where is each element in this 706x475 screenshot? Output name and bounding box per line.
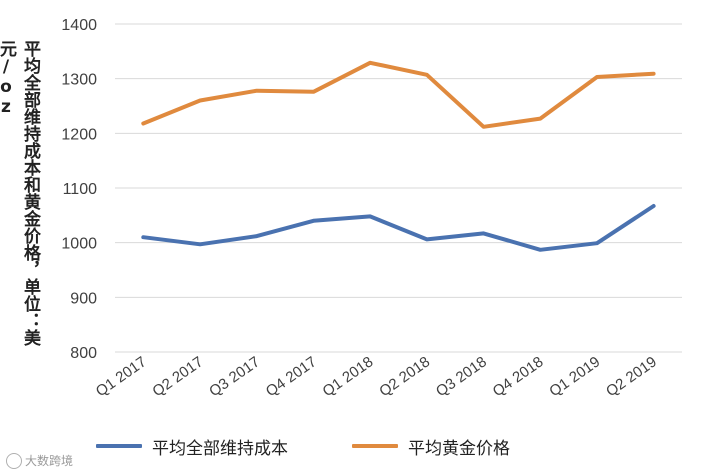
data-point-1-0 <box>141 121 145 125</box>
x-tick-0: Q1 2017 <box>93 353 150 400</box>
series-line-0 <box>141 204 656 252</box>
data-point-0-8 <box>595 241 599 245</box>
data-point-0-5 <box>425 237 429 241</box>
data-point-1-3 <box>311 90 315 94</box>
gridlines <box>115 23 682 353</box>
series-line-1 <box>141 60 656 129</box>
data-point-0-0 <box>141 235 145 239</box>
legend-label-gold-price: 平均黄金价格 <box>408 438 510 459</box>
data-point-1-5 <box>425 73 429 77</box>
y-tick-labels: 800 900 1000 1100 1200 1300 1400 <box>61 17 97 362</box>
data-point-1-1 <box>198 99 202 103</box>
x-tick-6: Q3 2018 <box>433 353 490 400</box>
x-tick-4: Q1 2018 <box>320 353 377 400</box>
data-point-1-9 <box>652 72 656 76</box>
data-point-0-1 <box>198 242 202 246</box>
data-point-1-7 <box>538 117 542 121</box>
x-tick-3: Q4 2017 <box>263 353 320 400</box>
y-tick-1000: 1000 <box>61 236 97 253</box>
data-point-0-6 <box>482 231 486 235</box>
series-lines <box>141 60 656 252</box>
data-point-1-8 <box>595 75 599 79</box>
y-axis-title: 平均全部维持成本和黄金价格，单位：美元/oz <box>0 40 40 346</box>
y-tick-1100: 1100 <box>63 181 98 198</box>
y-tick-900: 900 <box>70 290 97 307</box>
legend-label-cost: 平均全部维持成本 <box>152 438 288 459</box>
x-tick-5: Q2 2018 <box>376 353 433 400</box>
x-tick-8: Q1 2019 <box>546 353 603 400</box>
y-tick-1200: 1200 <box>61 126 97 143</box>
legend-swatch-cost <box>96 444 142 448</box>
watermark-logo-icon <box>6 452 22 469</box>
y-tick-1300: 1300 <box>61 72 97 89</box>
x-tick-1: Q2 2017 <box>149 353 206 400</box>
data-point-0-7 <box>538 248 542 252</box>
y-tick-1400: 1400 <box>61 17 97 34</box>
legend: 平均全部维持成本 平均黄金价格 <box>0 432 706 460</box>
watermark-text: 大数跨境 <box>25 454 74 468</box>
data-point-0-9 <box>652 204 656 208</box>
legend-item-cost: 平均全部维持成本 <box>96 432 288 460</box>
legend-swatch-gold-price <box>352 444 398 448</box>
watermark: 大数跨境 <box>6 452 73 469</box>
x-tick-9: Q2 2019 <box>603 353 660 400</box>
x-tick-7: Q4 2018 <box>490 353 547 400</box>
x-tick-2: Q3 2017 <box>206 353 263 400</box>
data-point-1-6 <box>482 125 486 129</box>
data-point-0-3 <box>311 219 315 223</box>
data-point-0-2 <box>255 234 259 238</box>
y-tick-800: 800 <box>70 345 97 362</box>
x-tick-labels: Q1 2017 Q2 2017 Q3 2017 Q4 2017 Q1 2018 Q2 20… <box>93 353 660 400</box>
data-point-1-4 <box>368 61 372 65</box>
legend-item-gold-price: 平均黄金价格 <box>352 432 510 460</box>
data-point-0-4 <box>368 214 372 218</box>
data-point-1-2 <box>255 89 259 93</box>
